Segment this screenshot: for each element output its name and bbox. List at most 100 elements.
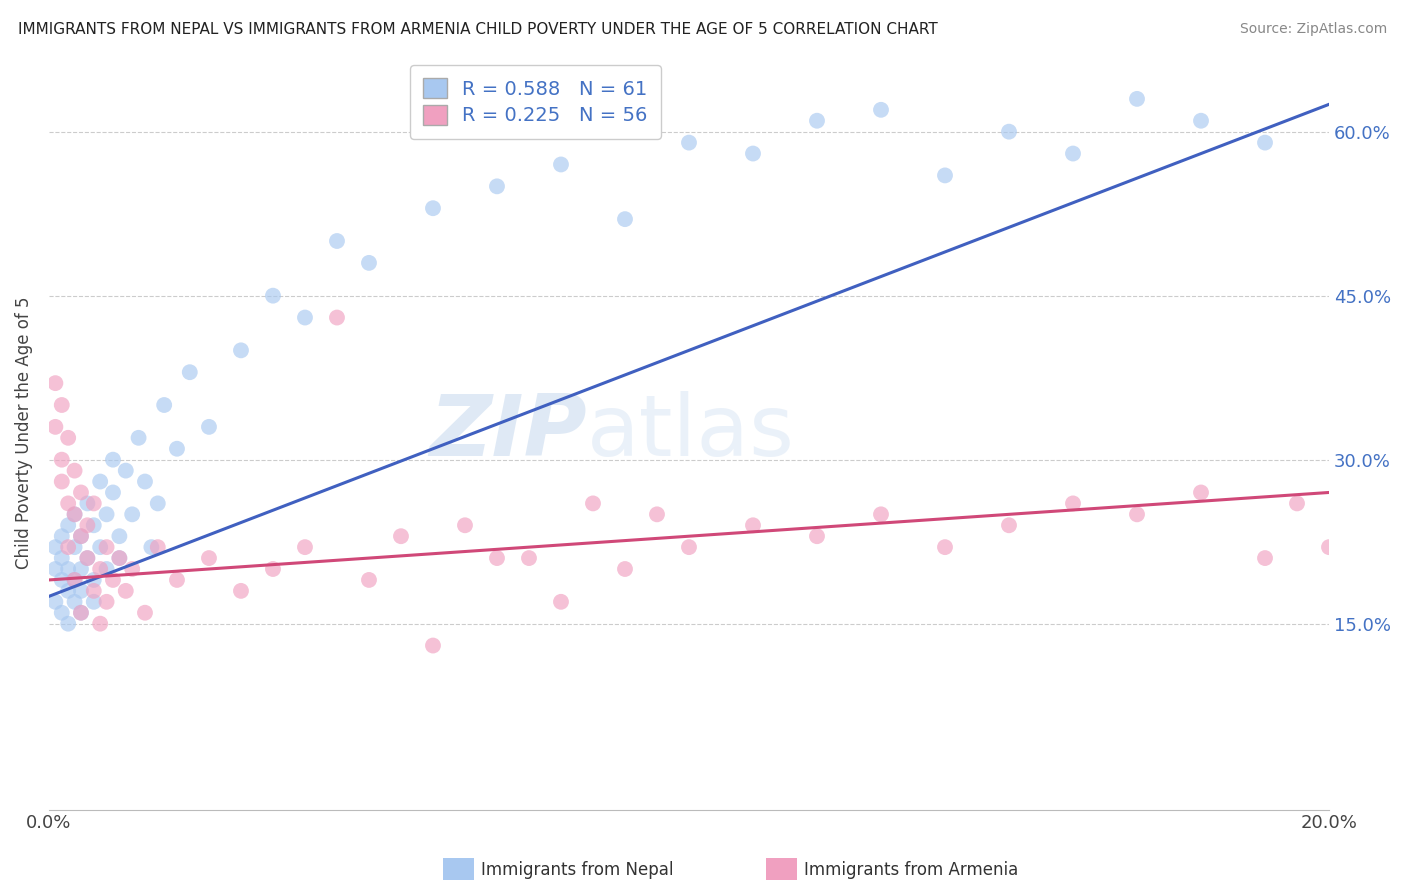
Point	[108, 551, 131, 566]
Point	[422, 639, 444, 653]
Point	[63, 595, 86, 609]
Point	[678, 136, 700, 150]
Point	[517, 551, 540, 566]
Point	[108, 551, 131, 566]
Point	[166, 573, 188, 587]
Point	[1317, 540, 1340, 554]
Point	[63, 508, 86, 522]
Point	[550, 157, 572, 171]
Point	[83, 595, 105, 609]
Point	[1126, 92, 1149, 106]
Point	[83, 496, 105, 510]
Point	[326, 234, 349, 248]
Point	[806, 113, 828, 128]
Point	[198, 551, 221, 566]
Point	[44, 420, 66, 434]
Point	[63, 573, 86, 587]
Legend: R = 0.588   N = 61, R = 0.225   N = 56: R = 0.588 N = 61, R = 0.225 N = 56	[409, 65, 661, 139]
Point	[934, 169, 956, 183]
Point	[806, 529, 828, 543]
Point	[89, 540, 111, 554]
Point	[51, 606, 73, 620]
Point	[51, 529, 73, 543]
Point	[550, 595, 572, 609]
Point	[134, 606, 156, 620]
Point	[56, 518, 79, 533]
Point	[678, 540, 700, 554]
Point	[89, 562, 111, 576]
Point	[128, 431, 150, 445]
Point	[422, 201, 444, 215]
Point	[454, 518, 477, 533]
Point	[998, 125, 1021, 139]
Point	[326, 310, 349, 325]
Point	[83, 573, 105, 587]
Point	[76, 551, 98, 566]
Point	[51, 573, 73, 587]
Point	[1062, 146, 1084, 161]
Point	[51, 551, 73, 566]
Point	[83, 518, 105, 533]
Point	[146, 496, 169, 510]
Text: Immigrants from Nepal: Immigrants from Nepal	[481, 861, 673, 879]
Point	[89, 616, 111, 631]
Point	[70, 529, 93, 543]
Point	[742, 518, 765, 533]
Point	[121, 508, 143, 522]
Point	[141, 540, 163, 554]
Point	[89, 475, 111, 489]
Point	[51, 452, 73, 467]
Point	[101, 573, 124, 587]
Point	[198, 420, 221, 434]
Point	[134, 475, 156, 489]
Point	[114, 464, 136, 478]
Point	[614, 562, 637, 576]
Point	[870, 103, 893, 117]
Point	[44, 376, 66, 391]
Point	[63, 464, 86, 478]
Point	[1189, 113, 1212, 128]
Point	[153, 398, 176, 412]
Point	[742, 146, 765, 161]
Point	[44, 540, 66, 554]
Point	[294, 310, 316, 325]
Point	[1189, 485, 1212, 500]
Point	[1254, 551, 1277, 566]
Point	[56, 496, 79, 510]
Point	[56, 616, 79, 631]
Point	[96, 562, 118, 576]
Point	[262, 288, 284, 302]
Point	[70, 485, 93, 500]
Point	[63, 540, 86, 554]
Point	[51, 398, 73, 412]
Point	[44, 562, 66, 576]
Point	[582, 496, 605, 510]
Point	[96, 540, 118, 554]
Point	[56, 562, 79, 576]
Point	[645, 508, 668, 522]
Point	[70, 606, 93, 620]
Point	[1254, 136, 1277, 150]
Point	[70, 562, 93, 576]
Point	[63, 573, 86, 587]
Point	[229, 583, 252, 598]
Point	[229, 343, 252, 358]
Point	[70, 583, 93, 598]
Point	[870, 508, 893, 522]
Point	[1126, 508, 1149, 522]
Point	[108, 529, 131, 543]
Point	[166, 442, 188, 456]
Point	[56, 583, 79, 598]
Point	[96, 595, 118, 609]
Point	[998, 518, 1021, 533]
Point	[357, 573, 380, 587]
Point	[614, 212, 637, 227]
Point	[121, 562, 143, 576]
Point	[389, 529, 412, 543]
Text: ZIP: ZIP	[429, 391, 586, 474]
Point	[146, 540, 169, 554]
Point	[1285, 496, 1308, 510]
Point	[76, 496, 98, 510]
Point	[485, 179, 508, 194]
Point	[179, 365, 201, 379]
